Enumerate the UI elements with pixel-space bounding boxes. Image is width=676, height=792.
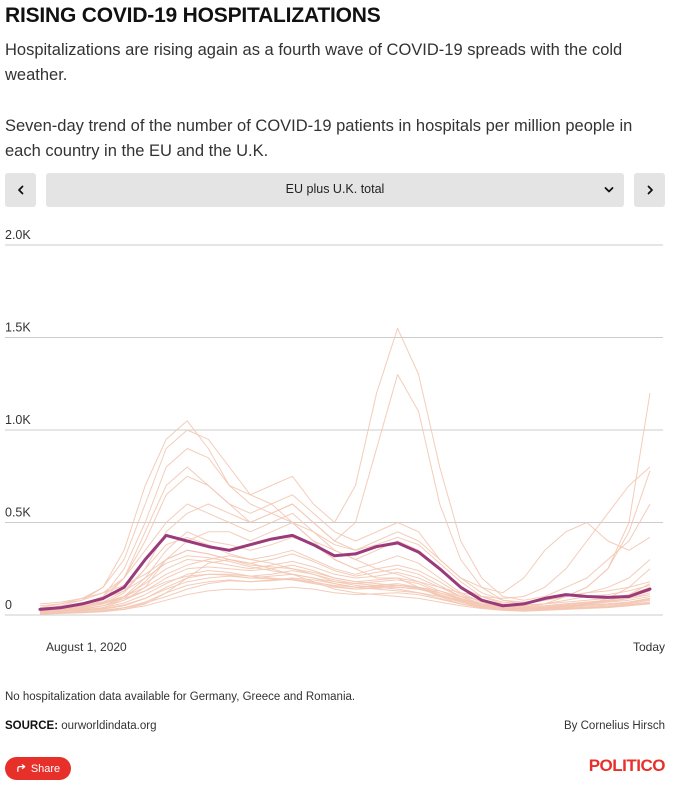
hospitalizations-line-chart: 0 0.5K 1.0K 1.5K 2.0K August 1, 2020 Today xyxy=(5,228,665,654)
y-tick-label: 0.5K xyxy=(5,506,31,520)
share-label: Share xyxy=(30,762,61,775)
country-series-line xyxy=(39,327,651,612)
y-tick-label: 1.0K xyxy=(5,413,31,427)
country-series-line xyxy=(39,549,651,606)
next-button[interactable] xyxy=(634,173,665,207)
country-series-line xyxy=(39,555,651,609)
byline: By Cornelius Hirsch xyxy=(564,720,665,732)
country-series-line xyxy=(39,586,651,615)
source-link[interactable]: ourworldindata.org xyxy=(61,720,157,732)
politico-logo[interactable]: POLITICO xyxy=(588,756,666,775)
y-tick-label: 2.0K xyxy=(5,228,31,242)
chevron-right-icon xyxy=(647,185,653,195)
country-series-line xyxy=(39,559,651,614)
chevron-left-icon xyxy=(17,185,23,195)
y-tick-label: 1.5K xyxy=(5,321,31,335)
source-line: SOURCE: ourworldindata.org xyxy=(5,720,157,732)
footnote: No hospitalization data available for Ge… xyxy=(5,691,356,703)
country-series-line xyxy=(39,573,651,609)
subtitle-intro: Hospitalizations are rising again as a f… xyxy=(5,41,623,84)
share-icon xyxy=(17,764,26,772)
x-start-label: August 1, 2020 xyxy=(46,640,127,654)
eu-uk-total-line xyxy=(38,533,652,611)
page-title: RISING COVID-19 HOSPITALIZATIONS xyxy=(5,4,381,27)
country-series-line xyxy=(39,475,651,610)
country-select[interactable]: EU plus U.K. total xyxy=(46,173,624,207)
share-button[interactable]: Share xyxy=(5,757,71,780)
subtitle-description: Seven-day trend of the number of COVID-1… xyxy=(5,117,633,160)
country-series-line xyxy=(39,559,651,611)
chevron-down-icon xyxy=(604,187,614,193)
country-select-value: EU plus U.K. total xyxy=(285,182,385,196)
source-label: SOURCE: xyxy=(5,720,59,732)
country-series-line xyxy=(39,568,651,614)
x-end-label: Today xyxy=(633,640,665,654)
y-tick-label: 0 xyxy=(5,598,12,612)
prev-button[interactable] xyxy=(5,173,36,207)
